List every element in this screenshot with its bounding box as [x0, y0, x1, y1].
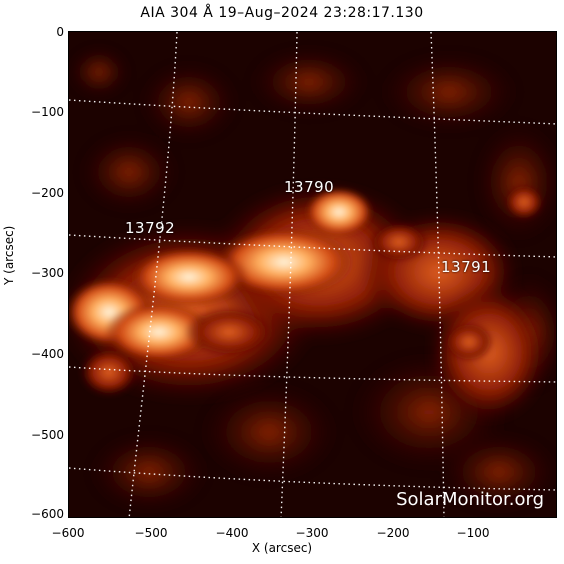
x-tick-0: −600	[51, 526, 85, 540]
region-label-13790: 13790	[284, 178, 335, 196]
y-tick-0: 0	[56, 25, 64, 39]
x-tick-5: −100	[456, 526, 490, 540]
image-title: AIA 304 Å 19–Aug–2024 23:28:17.130	[140, 5, 424, 21]
y-tick-2: −200	[31, 186, 64, 200]
y-tick-6: −600	[31, 507, 64, 521]
y-tick-5: −500	[31, 428, 64, 442]
x-tick-1: −500	[134, 526, 168, 540]
x-tick-4: −200	[376, 526, 410, 540]
y-tick-3: −300	[31, 266, 64, 280]
x-tick-3: −300	[295, 526, 329, 540]
x-tick-2: −400	[215, 526, 249, 540]
region-label-13792: 13792	[125, 219, 176, 237]
y-tick-4: −400	[31, 347, 64, 361]
region-label-13791: 13791	[441, 258, 492, 276]
y-axis-label: Y (arcsec)	[2, 225, 16, 285]
sun-emission-svg	[69, 32, 556, 517]
y-tick-1: −100	[31, 105, 64, 119]
solar-image	[68, 31, 557, 518]
x-axis-label: X (arcsec)	[251, 541, 313, 555]
solarmonitor-watermark: SolarMonitor.org	[396, 489, 544, 510]
